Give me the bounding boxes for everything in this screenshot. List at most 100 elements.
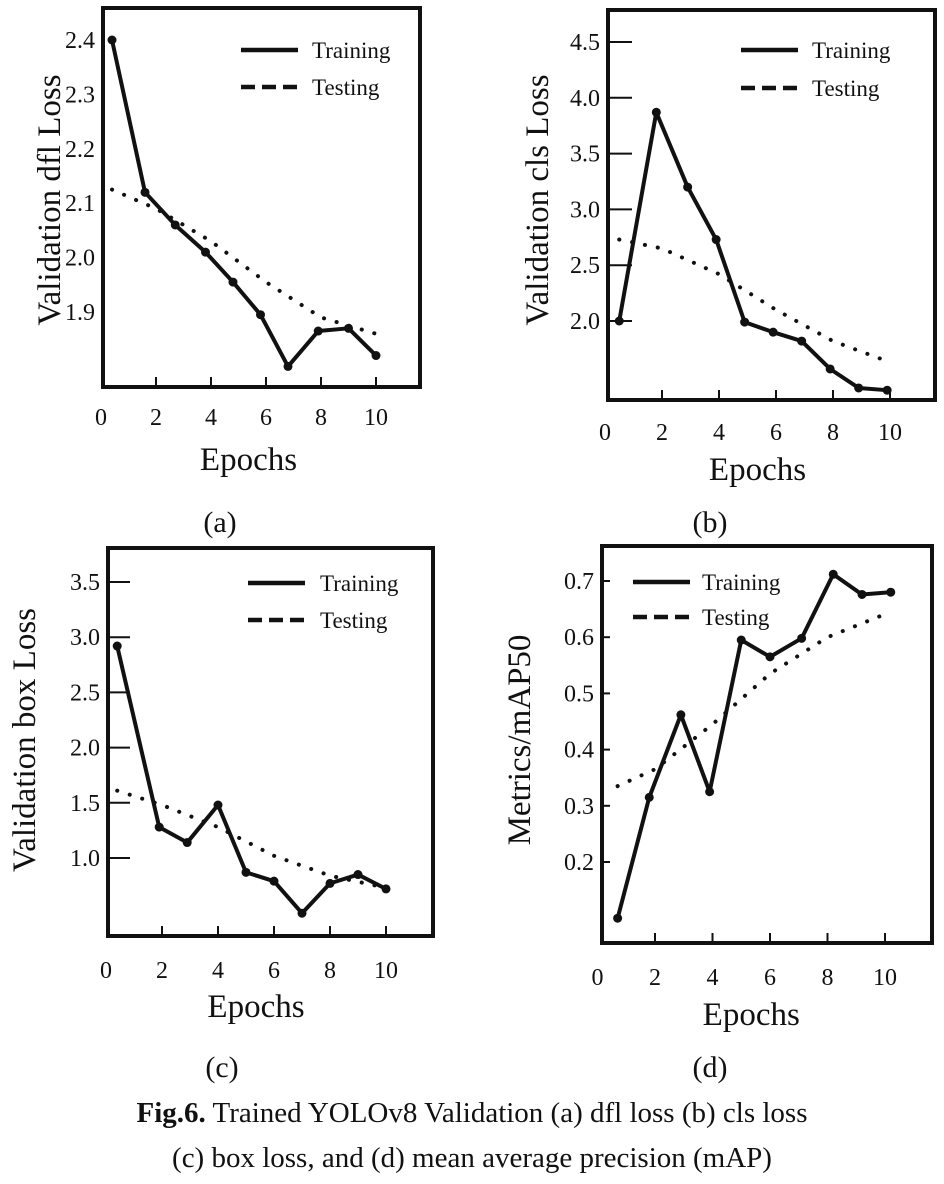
x-tick-label: 6 xyxy=(764,965,776,991)
x-tick-label: 4 xyxy=(205,405,217,431)
legend: Training Testing xyxy=(741,38,891,101)
y-tick-label: 0.3 xyxy=(564,794,594,820)
series-line-testing xyxy=(115,788,388,890)
data-point-training xyxy=(154,822,164,832)
panel-label: (b) xyxy=(693,506,728,539)
y-tick-label: 2.1 xyxy=(65,191,95,217)
data-point-training xyxy=(228,277,238,287)
y-tick-label: 0.6 xyxy=(564,625,594,651)
data-point-training xyxy=(825,364,835,374)
data-point-training xyxy=(182,838,192,848)
data-point-training xyxy=(768,327,778,337)
data-point-training xyxy=(676,710,686,720)
chart-panel-d: 0 2 4 6 8 10 0.2 0.3 0.4 0.5 0.6 0.7 Epochs Metrics/m… xyxy=(502,544,934,1084)
series-line-training xyxy=(110,39,378,369)
panel-label: (d) xyxy=(693,1051,728,1084)
y-tick-label: 2.2 xyxy=(65,137,95,163)
data-point-training xyxy=(269,876,279,886)
data-point-training xyxy=(797,336,807,346)
y-axis-label: Validation cls Loss xyxy=(520,74,556,325)
y-axis-label: Validation box Loss xyxy=(7,608,43,872)
y-axis-label: Metrics/mAP50 xyxy=(502,635,538,846)
x-tick-label: 2 xyxy=(649,965,661,991)
figure-caption-text: Trained YOLOv8 Validation (a) dfl loss (… xyxy=(206,1097,808,1129)
x-tick-label: 4 xyxy=(212,958,224,984)
y-tick-label: 0.5 xyxy=(564,681,594,707)
y-tick-label: 3.0 xyxy=(570,197,600,223)
data-point-training xyxy=(371,351,381,361)
x-axis-label: Epochs xyxy=(709,452,806,488)
chart-panel-b: 0 2 4 6 8 10 2.0 2.5 3.0 3.5 4.0 4.5 Epochs Validatio… xyxy=(520,8,937,539)
legend-label-testing: Testing xyxy=(312,75,380,100)
data-point-training xyxy=(644,792,654,802)
data-point-training xyxy=(828,569,838,579)
x-tick-label: 8 xyxy=(827,420,839,446)
x-tick-label: 0 xyxy=(592,965,604,991)
series-line-testing xyxy=(617,237,890,364)
data-point-training xyxy=(797,633,807,643)
y-tick-label: 2.4 xyxy=(65,28,95,54)
data-point-training xyxy=(740,317,750,327)
y-tick-label: 3.5 xyxy=(570,142,600,168)
chart-panel-a: 0 2 4 6 8 10 1.9 2.0 2.1 2.2 2.3 2.4 Epochs Validatio… xyxy=(32,6,422,539)
data-point-training xyxy=(213,800,223,810)
legend: Training Testing xyxy=(241,38,391,100)
data-point-training xyxy=(241,867,251,877)
series-line-testing xyxy=(615,609,893,789)
data-point-training xyxy=(711,235,721,245)
data-point-training xyxy=(882,385,892,395)
y-tick-label: 2.0 xyxy=(70,736,100,762)
y-tick-label: 3.5 xyxy=(70,570,100,596)
plot-frame xyxy=(600,544,934,945)
y-tick-label: 1.5 xyxy=(70,791,100,817)
data-point-training xyxy=(736,635,746,645)
x-tick-label: 10 xyxy=(873,965,897,991)
series-line-training xyxy=(115,645,387,916)
figure-caption-line2: (c) box loss, and (d) mean average preci… xyxy=(172,1142,772,1174)
y-tick-label: 4.0 xyxy=(570,86,600,112)
panel-label: (c) xyxy=(205,1051,238,1084)
data-point-training xyxy=(765,652,775,662)
y-tick-label: 0.4 xyxy=(564,738,594,764)
x-tick-label: 10 xyxy=(364,405,388,431)
legend-label-testing: Testing xyxy=(320,608,388,633)
y-tick-label: 4.5 xyxy=(570,30,600,56)
legend-label-testing: Testing xyxy=(812,76,880,101)
figure-caption-label: Fig.6. xyxy=(137,1097,206,1129)
x-tick-label: 10 xyxy=(878,420,902,446)
data-point-training xyxy=(107,35,117,45)
x-tick-label: 8 xyxy=(315,405,327,431)
data-point-training xyxy=(297,908,307,918)
x-tick-label: 0 xyxy=(599,420,611,446)
x-tick-label: 8 xyxy=(822,965,834,991)
chart-panel-c: 0 2 4 6 8 10 1.0 1.5 2.0 2.5 3.0 3.5 Epochs Validatio… xyxy=(7,546,435,1084)
data-point-training xyxy=(886,587,896,597)
plot-frame xyxy=(606,8,937,402)
x-tick-label: 6 xyxy=(260,405,272,431)
x-tick-label: 10 xyxy=(374,958,398,984)
series-line-training xyxy=(617,110,888,393)
y-tick-label: 2.5 xyxy=(70,680,100,706)
legend-label-testing: Testing xyxy=(702,605,770,630)
x-tick-label: 8 xyxy=(324,958,336,984)
data-point-training xyxy=(651,107,661,117)
data-point-training xyxy=(705,787,715,797)
data-point-training xyxy=(140,187,150,197)
y-tick-label: 1.0 xyxy=(70,846,100,872)
y-axis-label: Validation dfl Loss xyxy=(32,74,68,325)
x-axis-label: Epochs xyxy=(703,997,800,1033)
legend-label-training: Training xyxy=(320,571,399,596)
data-point-training xyxy=(353,870,363,880)
y-tick-label: 2.5 xyxy=(570,253,600,279)
x-tick-label: 0 xyxy=(100,958,112,984)
data-point-training xyxy=(613,913,623,923)
legend: Training Testing xyxy=(633,570,781,630)
data-point-training xyxy=(381,884,391,894)
y-tick-label: 3.0 xyxy=(70,625,100,651)
plot-frame xyxy=(101,6,422,389)
x-tick-label: 4 xyxy=(707,965,719,991)
plot-frame xyxy=(106,546,435,938)
legend-label-training: Training xyxy=(312,38,391,63)
panel-label: (a) xyxy=(203,506,236,539)
legend-label-training: Training xyxy=(702,570,781,595)
